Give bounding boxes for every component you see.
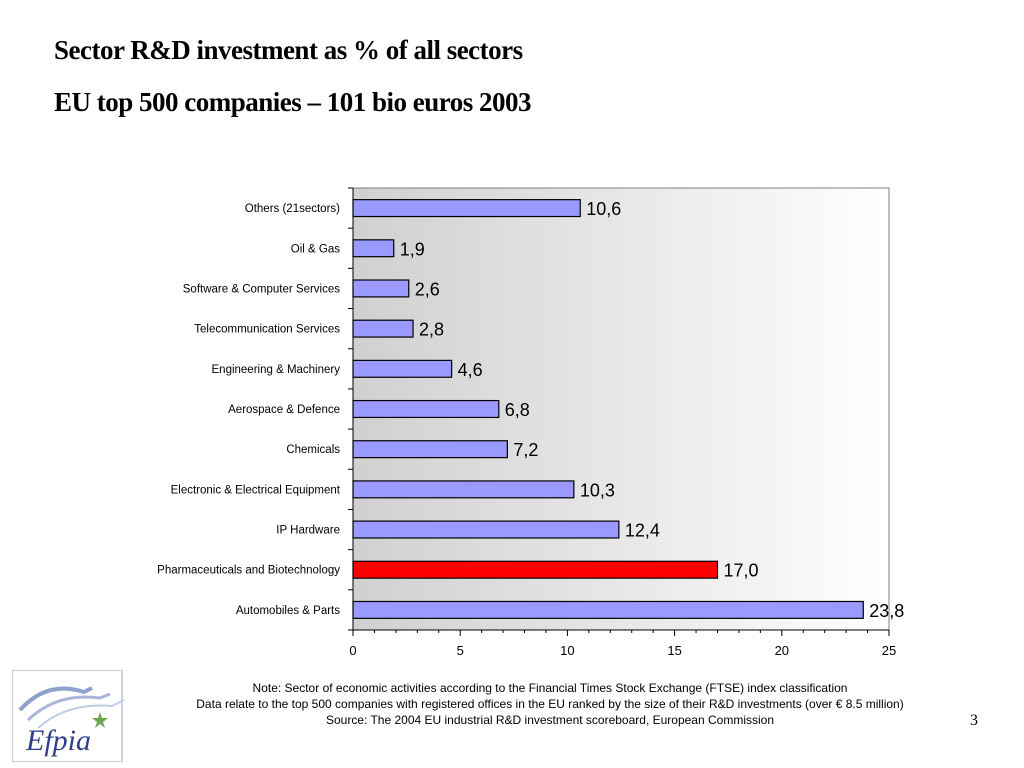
bar-10 — [352, 600, 864, 619]
category-label: Pharmaceuticals and Biotechnology — [157, 565, 340, 577]
bar-value-label: 2,8 — [419, 320, 444, 340]
bar-chart: 10,6 1,9 2,6 2,8 4,6 6,8 7,2 10,3 12,4 17,0 23,8 O… — [157, 187, 904, 658]
bar-value-label: 1,9 — [400, 239, 425, 259]
category-label: Aerospace & Defence — [228, 404, 340, 416]
slide-title: Sector R&D investment as % of all sector… — [54, 35, 523, 65]
bar-8 — [352, 520, 620, 539]
bar-value-label: 6,8 — [505, 400, 530, 420]
x-tick-label: 25 — [882, 643, 896, 658]
category-label: Electronic & Electrical Equipment — [171, 484, 341, 496]
category-label: Others (21sectors) — [245, 203, 340, 215]
category-label: Engineering & Machinery — [212, 364, 341, 376]
bar-5 — [352, 399, 500, 419]
note-line: Data relate to the top 500 companies wit… — [196, 697, 904, 711]
x-tick-label: 15 — [667, 643, 681, 658]
bar-4 — [352, 359, 453, 378]
bar-3 — [352, 319, 414, 338]
page-number: 3 — [970, 712, 978, 729]
bar-value-label: 23,8 — [869, 601, 904, 621]
category-label: Chemicals — [286, 444, 340, 456]
category-label: Oil & Gas — [291, 243, 340, 255]
bar-9 — [352, 560, 719, 579]
bar-value-label: 2,6 — [415, 279, 440, 299]
bar-value-label: 10,3 — [580, 480, 615, 500]
x-tick-label: 0 — [349, 643, 356, 658]
bar-value-label: 10,6 — [586, 199, 621, 219]
x-tick-label: 5 — [457, 643, 464, 658]
bar-1 — [352, 239, 395, 258]
x-tick-label: 20 — [775, 643, 789, 658]
bar-value-label: 4,6 — [458, 360, 483, 380]
note-line: Note: Sector of economic activities acco… — [252, 681, 848, 695]
category-label: Automobiles & Parts — [236, 605, 340, 617]
logo-text: Efpia — [25, 724, 91, 757]
category-label: IP Hardware — [276, 525, 340, 537]
bar-2 — [352, 279, 410, 298]
category-label: Telecommunication Services — [194, 324, 340, 336]
slide-notes: Note: Sector of economic activities acco… — [130, 680, 970, 728]
slide-subtitle: EU top 500 companies – 101 bio euros 200… — [54, 87, 532, 117]
bar-6 — [352, 440, 508, 459]
source-line: Source: The 2004 EU industrial R&D inves… — [326, 713, 774, 727]
bar-value-label: 7,2 — [513, 440, 538, 460]
bar-value-label: 12,4 — [625, 521, 660, 541]
bar-0 — [352, 199, 581, 218]
x-tick-label: 10 — [560, 643, 574, 658]
efpia-logo: Efpia — [12, 670, 125, 762]
category-label: Software & Computer Services — [183, 283, 340, 295]
bar-7 — [352, 480, 575, 499]
bar-value-label: 17,0 — [723, 561, 758, 581]
